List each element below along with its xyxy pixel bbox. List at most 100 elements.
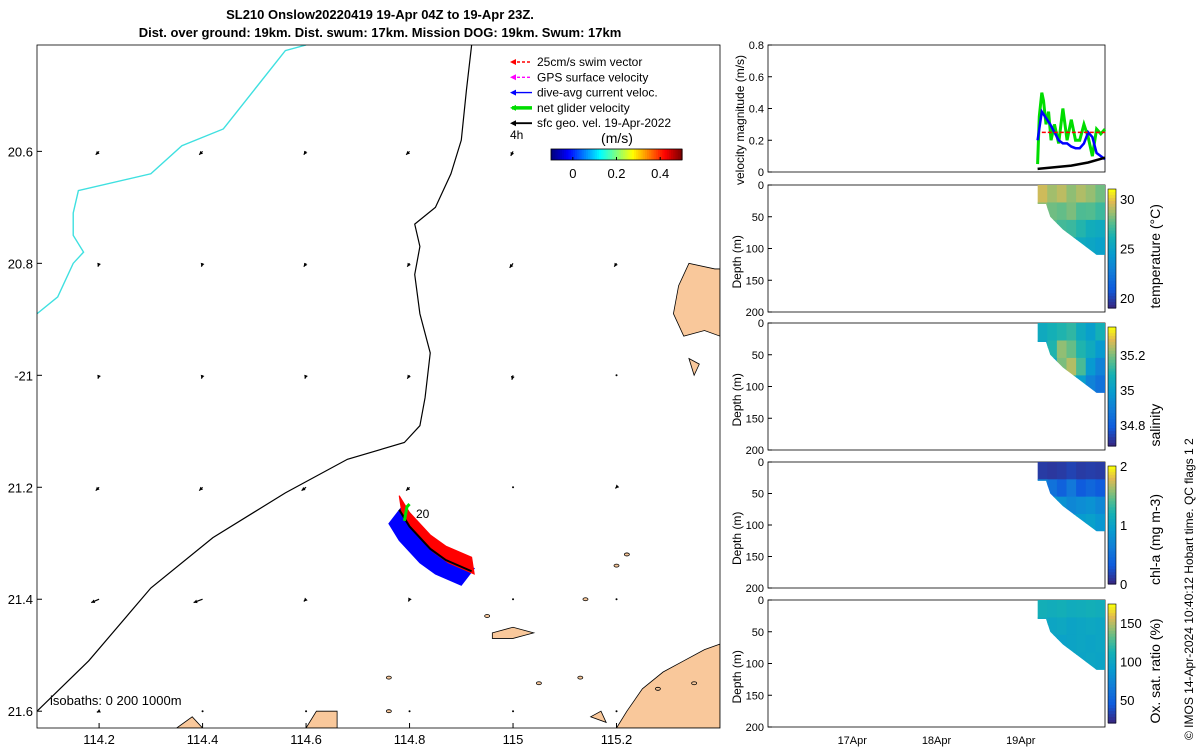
colorbar-cell	[590, 149, 594, 160]
colorbar-cell	[1108, 383, 1116, 388]
colorbar-cell	[1108, 329, 1116, 334]
heatmap-cell	[1076, 634, 1087, 654]
sfc-vector-head	[615, 484, 620, 489]
legend-arrowhead	[510, 74, 516, 81]
profile-ytick-label: 150	[746, 552, 764, 564]
colorbar-cell	[1108, 431, 1116, 435]
colorbar-cell	[1108, 341, 1116, 346]
heatmap-cell	[1076, 600, 1087, 619]
heatmap-cell	[1047, 462, 1058, 481]
heatmap-cell	[1085, 617, 1097, 636]
land-0	[673, 262, 720, 337]
colorbar-cell	[1108, 696, 1116, 700]
colorbar-cell	[1108, 416, 1116, 420]
colorbar-cell	[664, 149, 668, 160]
time-tick-label: 18Apr	[922, 735, 952, 747]
y-tick-label: 21.4	[8, 592, 33, 607]
profile-ytick-label: 150	[746, 275, 764, 287]
sfc-vector-head	[200, 262, 205, 267]
colorbar-cell	[1108, 260, 1116, 264]
colorbar-cell	[1108, 486, 1116, 491]
sfc-vector-dot	[408, 710, 411, 713]
colorbar-cell	[1108, 666, 1116, 671]
y-tick-label: 21.6	[8, 704, 33, 719]
heatmap-cell	[1037, 185, 1049, 204]
colorbar-cell	[594, 149, 598, 160]
profile-cbar-tick-label: 35.2	[1120, 348, 1145, 363]
profile-ytick-label: 100	[746, 382, 764, 394]
heatmap-cell	[1066, 617, 1077, 636]
colorbar-cell	[1108, 371, 1116, 376]
colorbar-cell	[1108, 678, 1116, 682]
colorbar-cell	[677, 149, 681, 160]
credit-text: © IMOS 14-Apr-2024 10:40:12 Hobart time.…	[1182, 438, 1196, 740]
islet-6	[577, 675, 584, 680]
colorbar-cell	[564, 149, 567, 160]
velocity-ylabel: velocity magnitude (m/s)	[733, 55, 747, 185]
x-tick-label: 114.4	[187, 732, 219, 747]
colorbar-cell	[1108, 350, 1116, 355]
colorbar-cell	[1108, 194, 1116, 199]
colorbar-cell	[1108, 699, 1116, 703]
profile-ytick-label: 50	[752, 489, 764, 501]
colorbar-cell	[1108, 437, 1116, 441]
profile-ytick-label: 200	[746, 307, 764, 319]
colorbar-cell	[1108, 557, 1116, 561]
profile-ylabel: Depth (m)	[730, 650, 744, 703]
heatmap-cell	[1085, 462, 1097, 481]
colorbar-cell	[1108, 468, 1116, 473]
colorbar-cell	[1108, 269, 1116, 273]
sfc-vector-head	[95, 486, 100, 491]
colorbar-cell	[1108, 507, 1116, 511]
glider-track	[398, 509, 473, 573]
land-1	[616, 643, 720, 728]
heatmap-cell	[1095, 634, 1105, 654]
colorbar-cell	[1108, 335, 1116, 340]
colorbar-cell	[572, 149, 576, 160]
heatmap-cell	[1076, 462, 1087, 481]
colorbar-cell	[679, 149, 683, 160]
heatmap-cell	[1095, 513, 1105, 532]
colorbar-cell	[668, 149, 672, 160]
islet-3	[484, 614, 491, 618]
heatmap-cell	[1085, 185, 1097, 204]
colorbar-cell	[647, 149, 650, 160]
colorbar-cell	[1108, 530, 1116, 535]
colorbar-cell	[671, 149, 674, 160]
heatmap-cell	[1047, 323, 1058, 342]
heatmap-cell	[1085, 496, 1097, 515]
heatmap-cell	[1047, 617, 1058, 636]
colorbar-cell	[1108, 392, 1116, 397]
sfc-vector-dot	[615, 710, 618, 713]
heatmap-cell	[1076, 496, 1087, 515]
heatmap-cell	[1076, 479, 1087, 498]
profile-colorbar-frame	[1107, 326, 1117, 447]
colorbar-cell	[1108, 212, 1116, 217]
colorbar-cell	[642, 149, 646, 160]
heatmap-cell	[1056, 462, 1068, 481]
sfc-vector-head	[304, 374, 308, 379]
colorbar-cell	[1108, 639, 1116, 644]
legend-entry: sfc geo. vel. 19-Apr-2022	[537, 116, 671, 130]
heatmap-cell	[1056, 617, 1068, 636]
map-colorbar: (m/s) 0 0.2 0.4	[550, 130, 683, 181]
colorbar-cell	[1108, 533, 1116, 538]
colorbar-cell	[1108, 466, 1116, 470]
colorbar-cell	[1108, 618, 1116, 623]
colorbar-cell	[1108, 209, 1116, 214]
colorbar-cell	[1108, 711, 1116, 715]
profile-cbar-label: salinity	[1147, 404, 1163, 447]
profile-cbar-tick-label: 2	[1120, 459, 1127, 474]
isobath-200	[37, 45, 473, 712]
heatmap-cell	[1056, 479, 1068, 498]
colorbar-cell	[1108, 660, 1116, 665]
sfc-vector-dot	[512, 486, 515, 489]
colorbar-cell	[1108, 519, 1116, 523]
colorbar-cell	[1108, 681, 1116, 685]
legend-entry: 25cm/s swim vector	[537, 55, 642, 69]
heatmap-cell	[1037, 323, 1049, 342]
colorbar-cell	[1108, 645, 1116, 650]
colorbar-cell	[1108, 338, 1116, 343]
heatmap-cell	[1076, 357, 1087, 377]
colorbar-cell	[1108, 242, 1116, 247]
